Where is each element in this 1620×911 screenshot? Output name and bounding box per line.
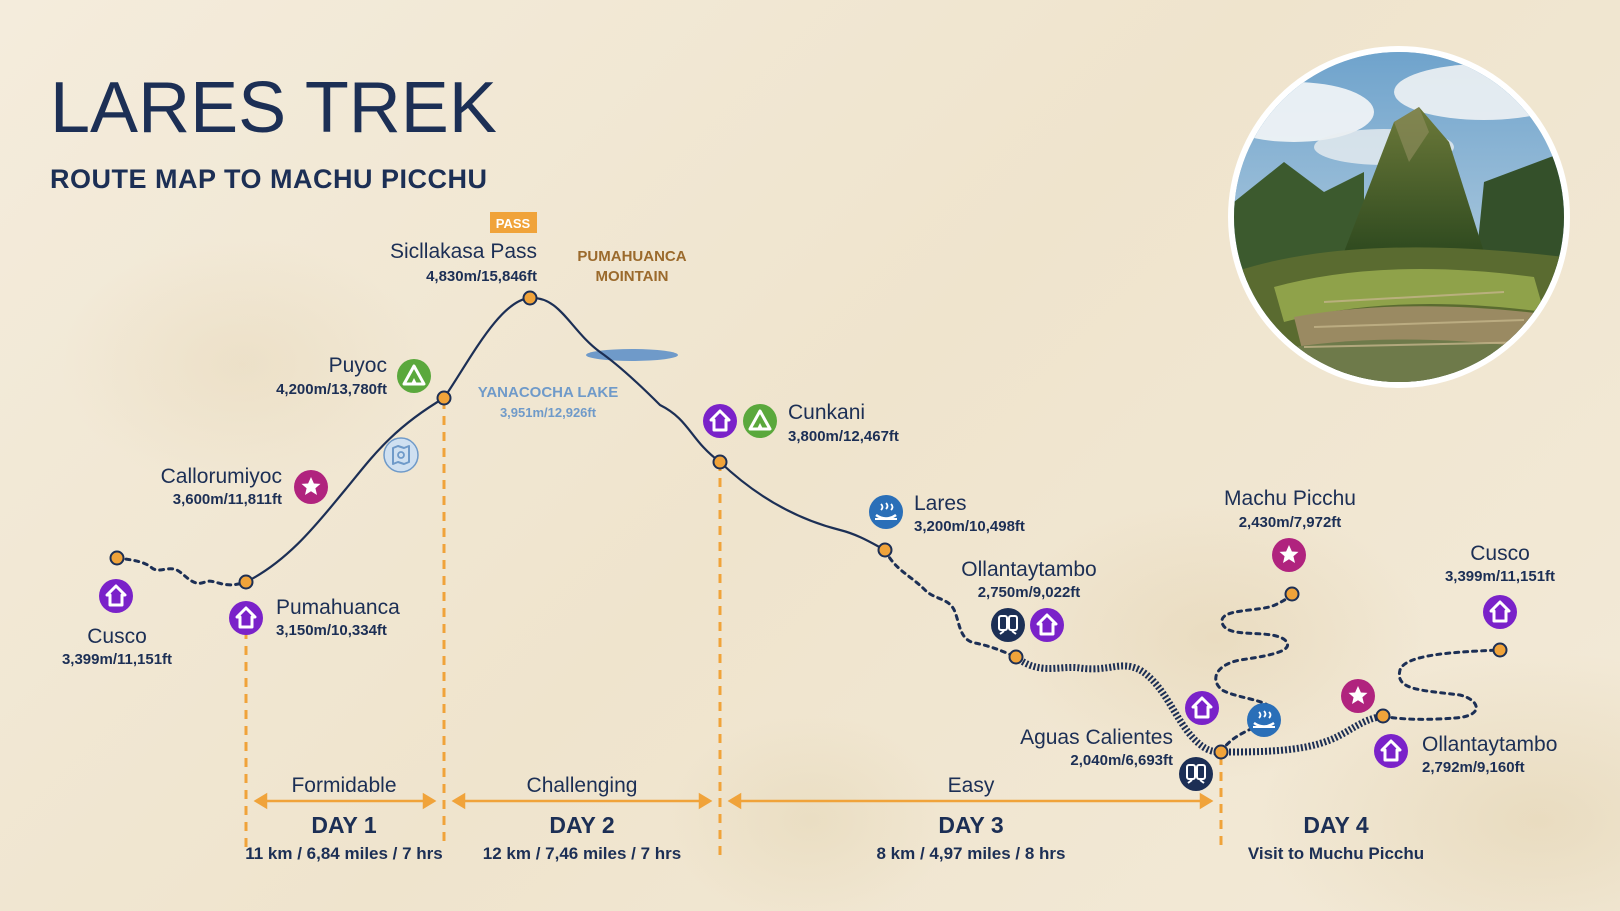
waypoint-machu-picchu (1284, 586, 1300, 602)
railway-ollantaytambo-aguas (1013, 654, 1222, 756)
train-icon (1178, 756, 1214, 792)
house-icon (701, 402, 739, 440)
difficulty-day2: Challenging (527, 774, 638, 797)
place-name-cunkani: Cunkani (788, 401, 865, 424)
day-label-4: DAY 4 (1303, 812, 1368, 838)
place-altitude-callorumiyoc: 3,600m/11,811ft (173, 491, 282, 508)
star-icon (1341, 679, 1375, 713)
transfer-path-ollantaytambo-cusco (1381, 648, 1502, 721)
waypoint-lares (877, 542, 893, 558)
waypoint-cunkani (712, 454, 728, 470)
tent-icon (395, 357, 433, 395)
place-altitude-puyoc: 4,200m/13,780ft (276, 381, 387, 398)
place-name-callorumiyoc: Callorumiyoc (161, 465, 282, 488)
pass-badge-label: PASS (496, 216, 531, 231)
day-label-3: DAY 3 (938, 812, 1003, 838)
transfer-path-cusco-pumahuanca (115, 556, 248, 587)
waypoint-cusco-end (1492, 642, 1508, 658)
star-icon (294, 470, 328, 504)
house-icon (1183, 689, 1221, 727)
hot-springs-icon (867, 493, 905, 531)
waypoint-cusco-start (109, 550, 125, 566)
place-name-lares: Lares (914, 492, 967, 515)
waypoint-ollantaytambo-2 (1375, 708, 1391, 724)
house-icon (227, 599, 265, 637)
house-icon (1372, 732, 1410, 770)
place-name-sicllakasa: Sicllakasa Pass (390, 240, 537, 263)
hot-springs-icon (1245, 701, 1283, 739)
mountain-label-line1: PUMAHUANCA (577, 248, 686, 265)
place-name-ollantaytambo-1: Ollantaytambo (961, 558, 1096, 581)
day-label-2: DAY 2 (549, 812, 614, 838)
day-label-1: DAY 1 (311, 812, 376, 838)
transfer-path-lares-ollantaytambo (883, 548, 1018, 659)
place-altitude-ollantaytambo-1: 2,750m/9,022ft (978, 584, 1081, 601)
house-icon (97, 577, 135, 615)
place-name-pumahuanca: Pumahuanca (276, 596, 400, 619)
day-detail-4: Visit to Muchu Picchu (1248, 844, 1424, 863)
place-altitude-cusco-end: 3,399m/11,151ft (1445, 568, 1555, 585)
day-dividers (244, 400, 1223, 860)
waypoint-sicllakasa (522, 290, 538, 306)
day-arrows (253, 792, 1214, 810)
difficulty-day3: Easy (948, 774, 995, 797)
day-detail-2: 12 km / 7,46 miles / 7 hrs (483, 844, 681, 863)
day-detail-3: 8 km / 4,97 miles / 8 hrs (876, 844, 1065, 863)
place-altitude-pumahuanca: 3,150m/10,334ft (276, 622, 387, 639)
waypoint-ollantaytambo-1 (1008, 649, 1024, 665)
lake-altitude: 3,951m/12,926ft (500, 405, 597, 420)
place-name-machu-picchu: Machu Picchu (1224, 487, 1356, 510)
place-altitude-machu-picchu: 2,430m/7,972ft (1239, 514, 1342, 531)
place-altitude-cusco-start: 3,399m/11,151ft (62, 651, 172, 668)
place-altitude-aguas-calientes: 2,040m/6,693ft (1070, 752, 1173, 769)
page-title: LARES TREK (50, 68, 497, 148)
place-name-puyoc: Puyoc (329, 354, 387, 377)
page-subtitle: ROUTE MAP TO MACHU PICCHU (50, 164, 488, 194)
train-icon (990, 607, 1026, 643)
tent-icon (741, 402, 779, 440)
place-name-aguas-calientes: Aguas Calientes (1020, 726, 1173, 749)
star-icon (1272, 538, 1306, 572)
house-icon (1028, 606, 1066, 644)
waypoint-aguas-calientes (1213, 744, 1229, 760)
pass-badge (490, 212, 537, 233)
day-detail-1: 11 km / 6,84 miles / 7 hrs (245, 844, 443, 863)
place-altitude-sicllakasa: 4,830m/15,846ft (426, 268, 537, 285)
map-icon (383, 437, 419, 473)
difficulty-day1: Formidable (291, 774, 396, 797)
waypoint-puyoc (436, 390, 452, 406)
place-altitude-lares: 3,200m/10,498ft (914, 518, 1025, 535)
mountain-label-line2: MOINTAIN (595, 268, 668, 285)
trek-route-line (245, 296, 886, 583)
place-name-cusco-end: Cusco (1470, 542, 1530, 565)
place-name-ollantaytambo-2: Ollantaytambo (1422, 733, 1557, 756)
place-altitude-cunkani: 3,800m/12,467ft (788, 428, 899, 445)
place-altitude-ollantaytambo-2: 2,792m/9,160ft (1422, 759, 1525, 776)
place-name-cusco-start: Cusco (87, 625, 147, 648)
lake-name: YANACOCHA LAKE (478, 384, 619, 401)
waypoint-pumahuanca (238, 574, 254, 590)
house-icon (1481, 593, 1519, 631)
railway-aguas-ollantaytambo2 (1220, 712, 1384, 756)
